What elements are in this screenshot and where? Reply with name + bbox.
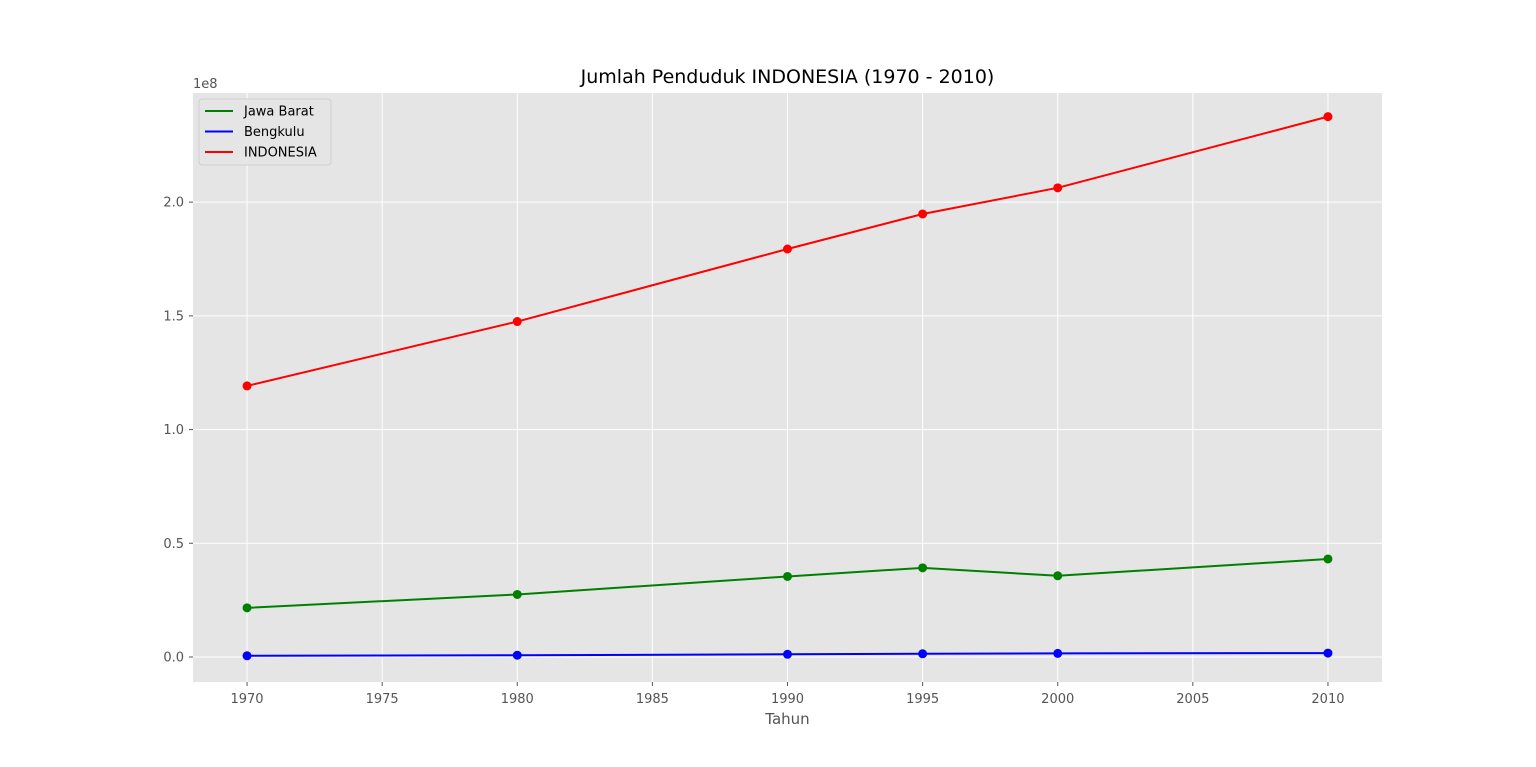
data-point-jawa-barat xyxy=(1323,554,1333,564)
data-point-indonesia xyxy=(242,381,252,391)
legend-label-bengkulu: Bengkulu xyxy=(244,125,305,140)
data-point-jawa-barat xyxy=(918,563,928,573)
data-point-jawa-barat xyxy=(1053,571,1063,581)
data-point-indonesia xyxy=(1323,112,1333,122)
data-point-jawa-barat xyxy=(783,571,792,581)
series-bengkulu xyxy=(242,648,1333,661)
x-tick-label: 1990 xyxy=(771,692,804,707)
x-axis-label: Tahun xyxy=(764,710,809,728)
series-jawa-barat xyxy=(242,554,1333,613)
data-point-indonesia xyxy=(1053,183,1063,193)
legend-label-indonesia: INDONESIA xyxy=(244,146,317,161)
data-point-bengkulu xyxy=(918,649,928,659)
y-tick-label: 0.5 xyxy=(163,537,184,552)
data-point-bengkulu xyxy=(1323,648,1333,658)
x-tick-label: 1985 xyxy=(636,692,669,707)
y-tick-label: 0.0 xyxy=(163,650,184,665)
data-point-indonesia xyxy=(512,317,522,327)
data-point-bengkulu xyxy=(512,650,522,660)
chart-title: Jumlah Penduduk INDONESIA (1970 - 2010) xyxy=(580,66,995,88)
legend-label-jawa-barat: Jawa Barat xyxy=(243,105,314,120)
data-point-jawa-barat xyxy=(242,603,252,613)
data-point-bengkulu xyxy=(783,649,792,659)
data-point-indonesia xyxy=(918,209,928,219)
y-tick-label: 2.0 xyxy=(163,196,184,211)
legend-box xyxy=(198,98,332,166)
y-axis-offset-label: 1e8 xyxy=(193,77,218,92)
x-tick-label: 1970 xyxy=(230,692,263,707)
x-tick-label: 2010 xyxy=(1311,692,1344,707)
legend: Jawa Barat Bengkulu INDONESIA xyxy=(198,98,332,166)
series-line-jawa-barat xyxy=(246,557,1329,609)
x-tick-label: 2005 xyxy=(1176,692,1209,707)
data-point-jawa-barat xyxy=(512,589,522,599)
x-axis-ticks: 1970 1975 1980 1985 1990 1995 2000 2005 2010 xyxy=(230,682,1345,707)
data-point-indonesia xyxy=(783,244,792,254)
data-point-bengkulu xyxy=(242,651,252,661)
x-tick-label: 1995 xyxy=(906,692,939,707)
y-axis-ticks: 0.0 0.5 1.0 1.5 2.0 xyxy=(163,196,193,665)
x-tick-label: 2000 xyxy=(1041,692,1074,707)
x-tick-label: 1980 xyxy=(501,692,534,707)
series-lines xyxy=(242,112,1333,661)
y-tick-label: 1.0 xyxy=(163,423,184,438)
y-tick-label: 1.5 xyxy=(163,309,184,324)
x-tick-label: 1975 xyxy=(366,692,399,707)
series-indonesia xyxy=(242,112,1333,391)
data-point-bengkulu xyxy=(1053,648,1063,658)
series-line-bengkulu xyxy=(247,652,1328,657)
series-line-indonesia xyxy=(246,115,1329,387)
